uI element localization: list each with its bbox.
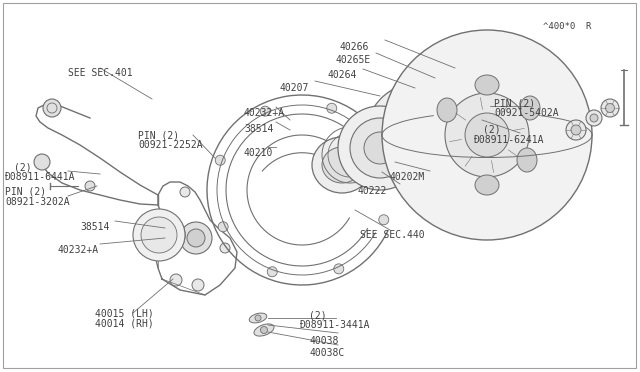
Circle shape [386,103,450,167]
Circle shape [334,264,344,274]
Circle shape [141,217,177,253]
Circle shape [605,103,614,112]
Circle shape [382,30,592,240]
Circle shape [350,118,410,178]
Text: 40014 (RH): 40014 (RH) [95,318,154,328]
Circle shape [376,148,386,158]
Circle shape [187,229,205,247]
Text: 40232+A: 40232+A [244,108,285,118]
Circle shape [85,181,95,191]
Circle shape [411,158,425,172]
Text: PIN (2): PIN (2) [494,98,535,108]
Circle shape [170,274,182,286]
Ellipse shape [382,117,592,153]
Circle shape [255,315,261,321]
Text: 40207: 40207 [280,83,309,93]
Circle shape [411,98,425,112]
Ellipse shape [475,75,499,95]
Text: PIN (2): PIN (2) [5,187,46,197]
Text: 00921-2252A: 00921-2252A [138,140,203,150]
Circle shape [327,103,337,113]
Text: 40202M: 40202M [390,172,425,182]
Circle shape [436,141,450,155]
Ellipse shape [249,313,267,323]
Circle shape [220,243,230,253]
Ellipse shape [254,324,274,336]
Circle shape [402,119,434,151]
Text: 40210: 40210 [244,148,273,158]
Circle shape [465,113,509,157]
Text: ^400*0  R: ^400*0 R [543,22,591,31]
Circle shape [379,215,388,225]
Circle shape [192,279,204,291]
Circle shape [218,222,228,232]
Text: 00921-5402A: 00921-5402A [494,108,559,118]
Text: 40038: 40038 [310,336,339,346]
Text: 40266: 40266 [340,42,369,52]
Circle shape [34,154,50,170]
Text: SEE SEC.401: SEE SEC.401 [68,68,132,78]
Circle shape [387,121,397,131]
Circle shape [268,267,277,277]
Text: 40015 (LH): 40015 (LH) [95,308,154,318]
Circle shape [364,132,396,164]
Circle shape [260,106,270,116]
Text: (2): (2) [309,310,326,320]
Text: Ð08911-6241A: Ð08911-6241A [474,135,545,145]
Circle shape [215,155,225,165]
Ellipse shape [312,137,372,193]
Circle shape [180,187,190,197]
Text: 40222: 40222 [357,186,387,196]
Text: 40232+A: 40232+A [57,245,98,255]
Ellipse shape [520,96,540,120]
Circle shape [180,222,212,254]
Ellipse shape [437,98,457,122]
Circle shape [43,99,61,117]
Circle shape [590,114,598,122]
Circle shape [141,213,185,257]
Text: 40264: 40264 [328,70,357,80]
Text: 40265E: 40265E [336,55,371,65]
Text: Ð08911-6441A: Ð08911-6441A [5,172,76,182]
Text: 40038C: 40038C [310,348,345,358]
Ellipse shape [322,147,362,183]
Circle shape [149,221,177,249]
Text: Ð08911-3441A: Ð08911-3441A [300,320,371,330]
Text: 38514: 38514 [244,124,273,134]
Circle shape [366,83,470,187]
Text: 38514: 38514 [80,222,109,232]
Text: (2): (2) [14,162,31,172]
Circle shape [445,93,529,177]
Circle shape [601,99,619,117]
Circle shape [571,125,581,135]
Ellipse shape [517,148,537,172]
Circle shape [386,115,400,129]
Text: SEE SEC.440: SEE SEC.440 [360,230,424,240]
Text: PIN (2): PIN (2) [138,130,179,140]
Circle shape [586,110,602,126]
Ellipse shape [389,121,395,131]
Circle shape [133,209,185,261]
Circle shape [260,327,268,334]
Circle shape [338,106,422,190]
Text: (2): (2) [483,125,500,135]
Ellipse shape [475,175,499,195]
Circle shape [566,120,586,140]
Text: 08921-3202A: 08921-3202A [5,197,70,207]
